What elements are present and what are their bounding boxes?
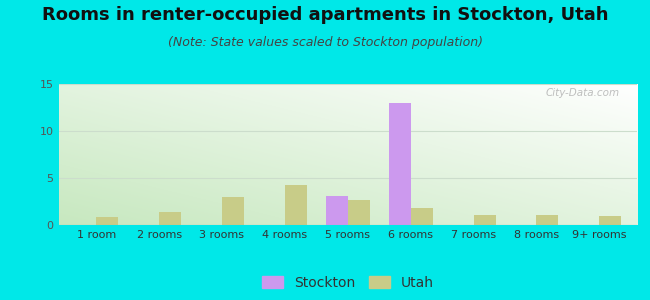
Bar [222,197,244,225]
Bar [348,200,370,225]
Bar [159,212,181,225]
Legend: Stockton, Utah: Stockton, Utah [257,272,438,294]
Text: Rooms in renter-occupied apartments in Stockton, Utah: Rooms in renter-occupied apartments in S… [42,6,608,24]
Bar [326,196,348,225]
Bar [599,216,621,225]
Text: (Note: State values scaled to Stockton population): (Note: State values scaled to Stockton p… [168,36,482,49]
Bar [411,208,433,225]
Bar [96,218,118,225]
Text: City-Data.com: City-Data.com [545,88,619,98]
Bar [536,215,558,225]
Bar [285,184,307,225]
Bar [473,215,495,225]
Bar [389,103,411,225]
